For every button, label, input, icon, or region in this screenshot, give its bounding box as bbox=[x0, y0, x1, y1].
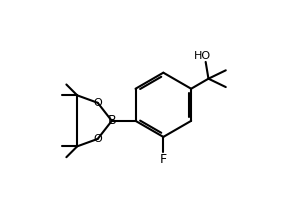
Text: B: B bbox=[107, 114, 116, 127]
Text: F: F bbox=[160, 153, 167, 166]
Text: HO: HO bbox=[194, 51, 211, 61]
Text: O: O bbox=[93, 134, 102, 144]
Text: O: O bbox=[93, 98, 102, 108]
